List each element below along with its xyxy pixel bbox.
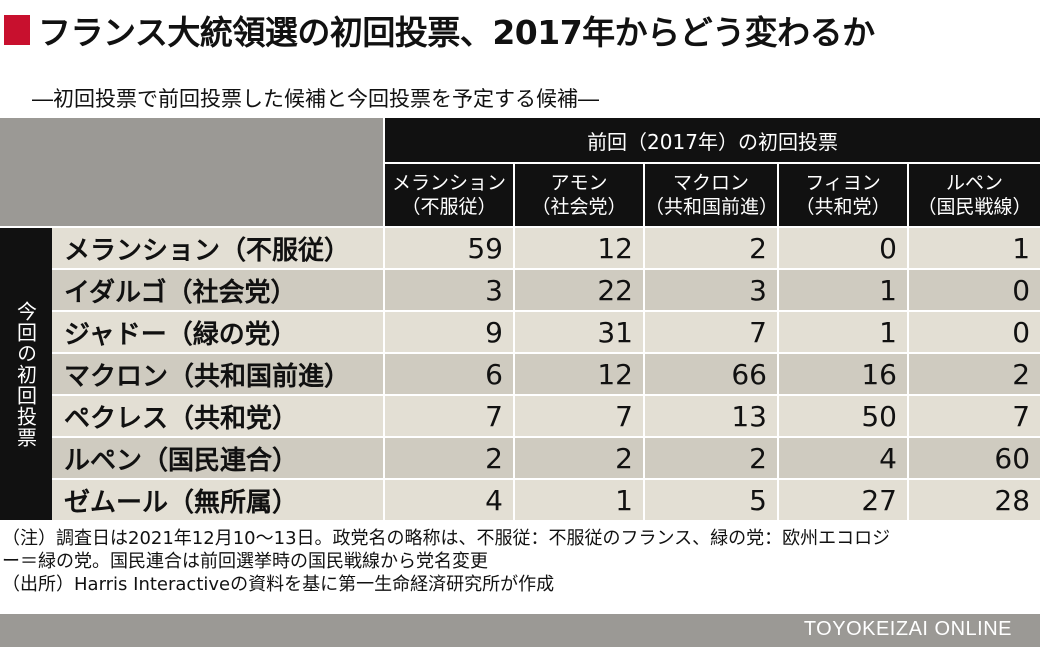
- data-cell: 50: [777, 394, 908, 437]
- table-row: ジャドー（緑の党） 9 31 7 1 0: [0, 310, 1040, 353]
- column-header-party: （共和党）: [795, 196, 891, 218]
- data-cell: 2: [906, 352, 1040, 395]
- table-row: ペクレス（共和党） 7 7 13 50 7: [0, 394, 1040, 437]
- row-label: ゼムール（無所属）: [52, 478, 384, 520]
- note-line-2: ー＝緑の党。国民連合は前回選挙時の国民戦線から党名変更: [2, 551, 488, 572]
- column-header-name: フィヨン: [805, 172, 881, 194]
- data-cell: 0: [777, 226, 908, 269]
- data-cell: 4: [383, 478, 514, 520]
- column-group-header: 前回（2017年）の初回投票: [382, 118, 1040, 163]
- title-bar: フランス大統領選の初回投票、2017年からどう変わるか: [4, 8, 875, 52]
- table-row: ルペン（国民連合） 2 2 2 4 60: [0, 436, 1040, 479]
- data-cell: 9: [383, 310, 514, 353]
- data-cell: 2: [643, 226, 778, 269]
- data-cell: 2: [383, 436, 514, 479]
- data-cell: 1: [906, 226, 1040, 269]
- data-cell: 16: [777, 352, 908, 395]
- row-label: ペクレス（共和党）: [52, 394, 384, 437]
- table-row: ゼムール（無所属） 4 1 5 27 28: [0, 478, 1040, 520]
- row-label: メランション（不服従）: [52, 226, 384, 269]
- column-header-name: マクロン: [672, 172, 749, 194]
- source-line: （出所）Harris Interactiveの資料を基に第一生命経済研究所が作成: [2, 574, 555, 595]
- table-row: マクロン（共和国前進） 6 12 66 16 2: [0, 352, 1040, 395]
- data-cell: 7: [643, 310, 778, 353]
- column-header-name: アモン: [550, 172, 608, 194]
- data-table-wrapper: 前回（2017年）の初回投票 メランション （不服従） アモン （社会党） マクロン （共…: [0, 118, 1040, 520]
- column-header: アモン （社会党）: [513, 162, 644, 227]
- data-cell: 0: [906, 268, 1040, 311]
- row-label: マクロン（共和国前進）: [52, 352, 384, 395]
- data-cell: 2: [643, 436, 778, 479]
- notes: （注）調査日は2021年12月10～13日。政党名の略称は、不服従：不服従のフラ…: [2, 527, 1038, 596]
- data-cell: 6: [383, 352, 514, 395]
- column-header-name: ルペン: [946, 172, 1004, 194]
- row-label: イダルゴ（社会党）: [52, 268, 384, 311]
- data-cell: 28: [906, 478, 1040, 520]
- data-cell: 3: [643, 268, 778, 311]
- column-header-party: （国民戦線）: [917, 196, 1032, 218]
- data-cell: 13: [643, 394, 778, 437]
- data-cell: 7: [906, 394, 1040, 437]
- table-body: 今回の初回投票 メランション（不服従） 59 12 2 0 1 イダルゴ（社会党） 3 22 3 1 0…: [0, 226, 1040, 520]
- publisher-credit: TOYOKEIZAI ONLINE: [803, 618, 1012, 640]
- data-cell: 27: [777, 478, 908, 520]
- note-line-1: （注）調査日は2021年12月10～13日。政党名の略称は、不服従：不服従のフラ…: [2, 528, 891, 549]
- footer-bar: TOYOKEIZAI ONLINE: [0, 614, 1040, 647]
- data-cell: 5: [643, 478, 778, 520]
- column-header: フィヨン （共和党）: [777, 162, 908, 227]
- data-cell: 1: [777, 310, 908, 353]
- data-cell: 66: [643, 352, 778, 395]
- row-group-header: 今回の初回投票: [0, 226, 52, 520]
- table-row: 今回の初回投票 メランション（不服従） 59 12 2 0 1: [0, 226, 1040, 520]
- row-label: ジャドー（緑の党）: [52, 310, 384, 353]
- data-cell: 1: [513, 478, 644, 520]
- data-cell: 7: [383, 394, 514, 437]
- data-cell: 2: [513, 436, 644, 479]
- column-header-party: （社会党）: [531, 196, 627, 218]
- data-cell: 60: [906, 436, 1040, 479]
- chart-title: フランス大統領選の初回投票、2017年からどう変わるか: [38, 13, 875, 52]
- table-row: イダルゴ（社会党） 3 22 3 1 0: [0, 268, 1040, 311]
- column-header-party: （不服従）: [401, 196, 497, 218]
- data-cell: 31: [513, 310, 644, 353]
- row-label: ルペン（国民連合）: [52, 436, 384, 479]
- chart-subtitle: ―初回投票で前回投票した候補と今回投票を予定する候補―: [32, 87, 599, 111]
- table-corner: [0, 118, 384, 227]
- data-cell: 0: [906, 310, 1040, 353]
- column-header-party: （共和国前進）: [645, 196, 778, 218]
- column-header: マクロン （共和国前進）: [643, 162, 778, 227]
- data-cell: 7: [513, 394, 644, 437]
- data-cell: 22: [513, 268, 644, 311]
- data-cell: 12: [513, 226, 644, 269]
- data-cell: 59: [383, 226, 514, 269]
- data-cell: 3: [383, 268, 514, 311]
- data-cell: 1: [777, 268, 908, 311]
- column-header-row: メランション （不服従） アモン （社会党） マクロン （共和国前進） フィヨン （共和党）ル…: [0, 162, 1040, 227]
- column-header-name: メランション: [391, 172, 506, 194]
- row-group-label: 今回の初回投票: [13, 300, 38, 448]
- column-header: ルペン （国民戦線）: [906, 162, 1040, 227]
- data-table: 前回（2017年）の初回投票 メランション （不服従） アモン （社会党） マクロン （共…: [0, 118, 1040, 520]
- data-cell: 4: [777, 436, 908, 479]
- column-header: メランション （不服従）: [383, 162, 514, 227]
- data-cell: 12: [513, 352, 644, 395]
- title-accent-square: [4, 15, 30, 45]
